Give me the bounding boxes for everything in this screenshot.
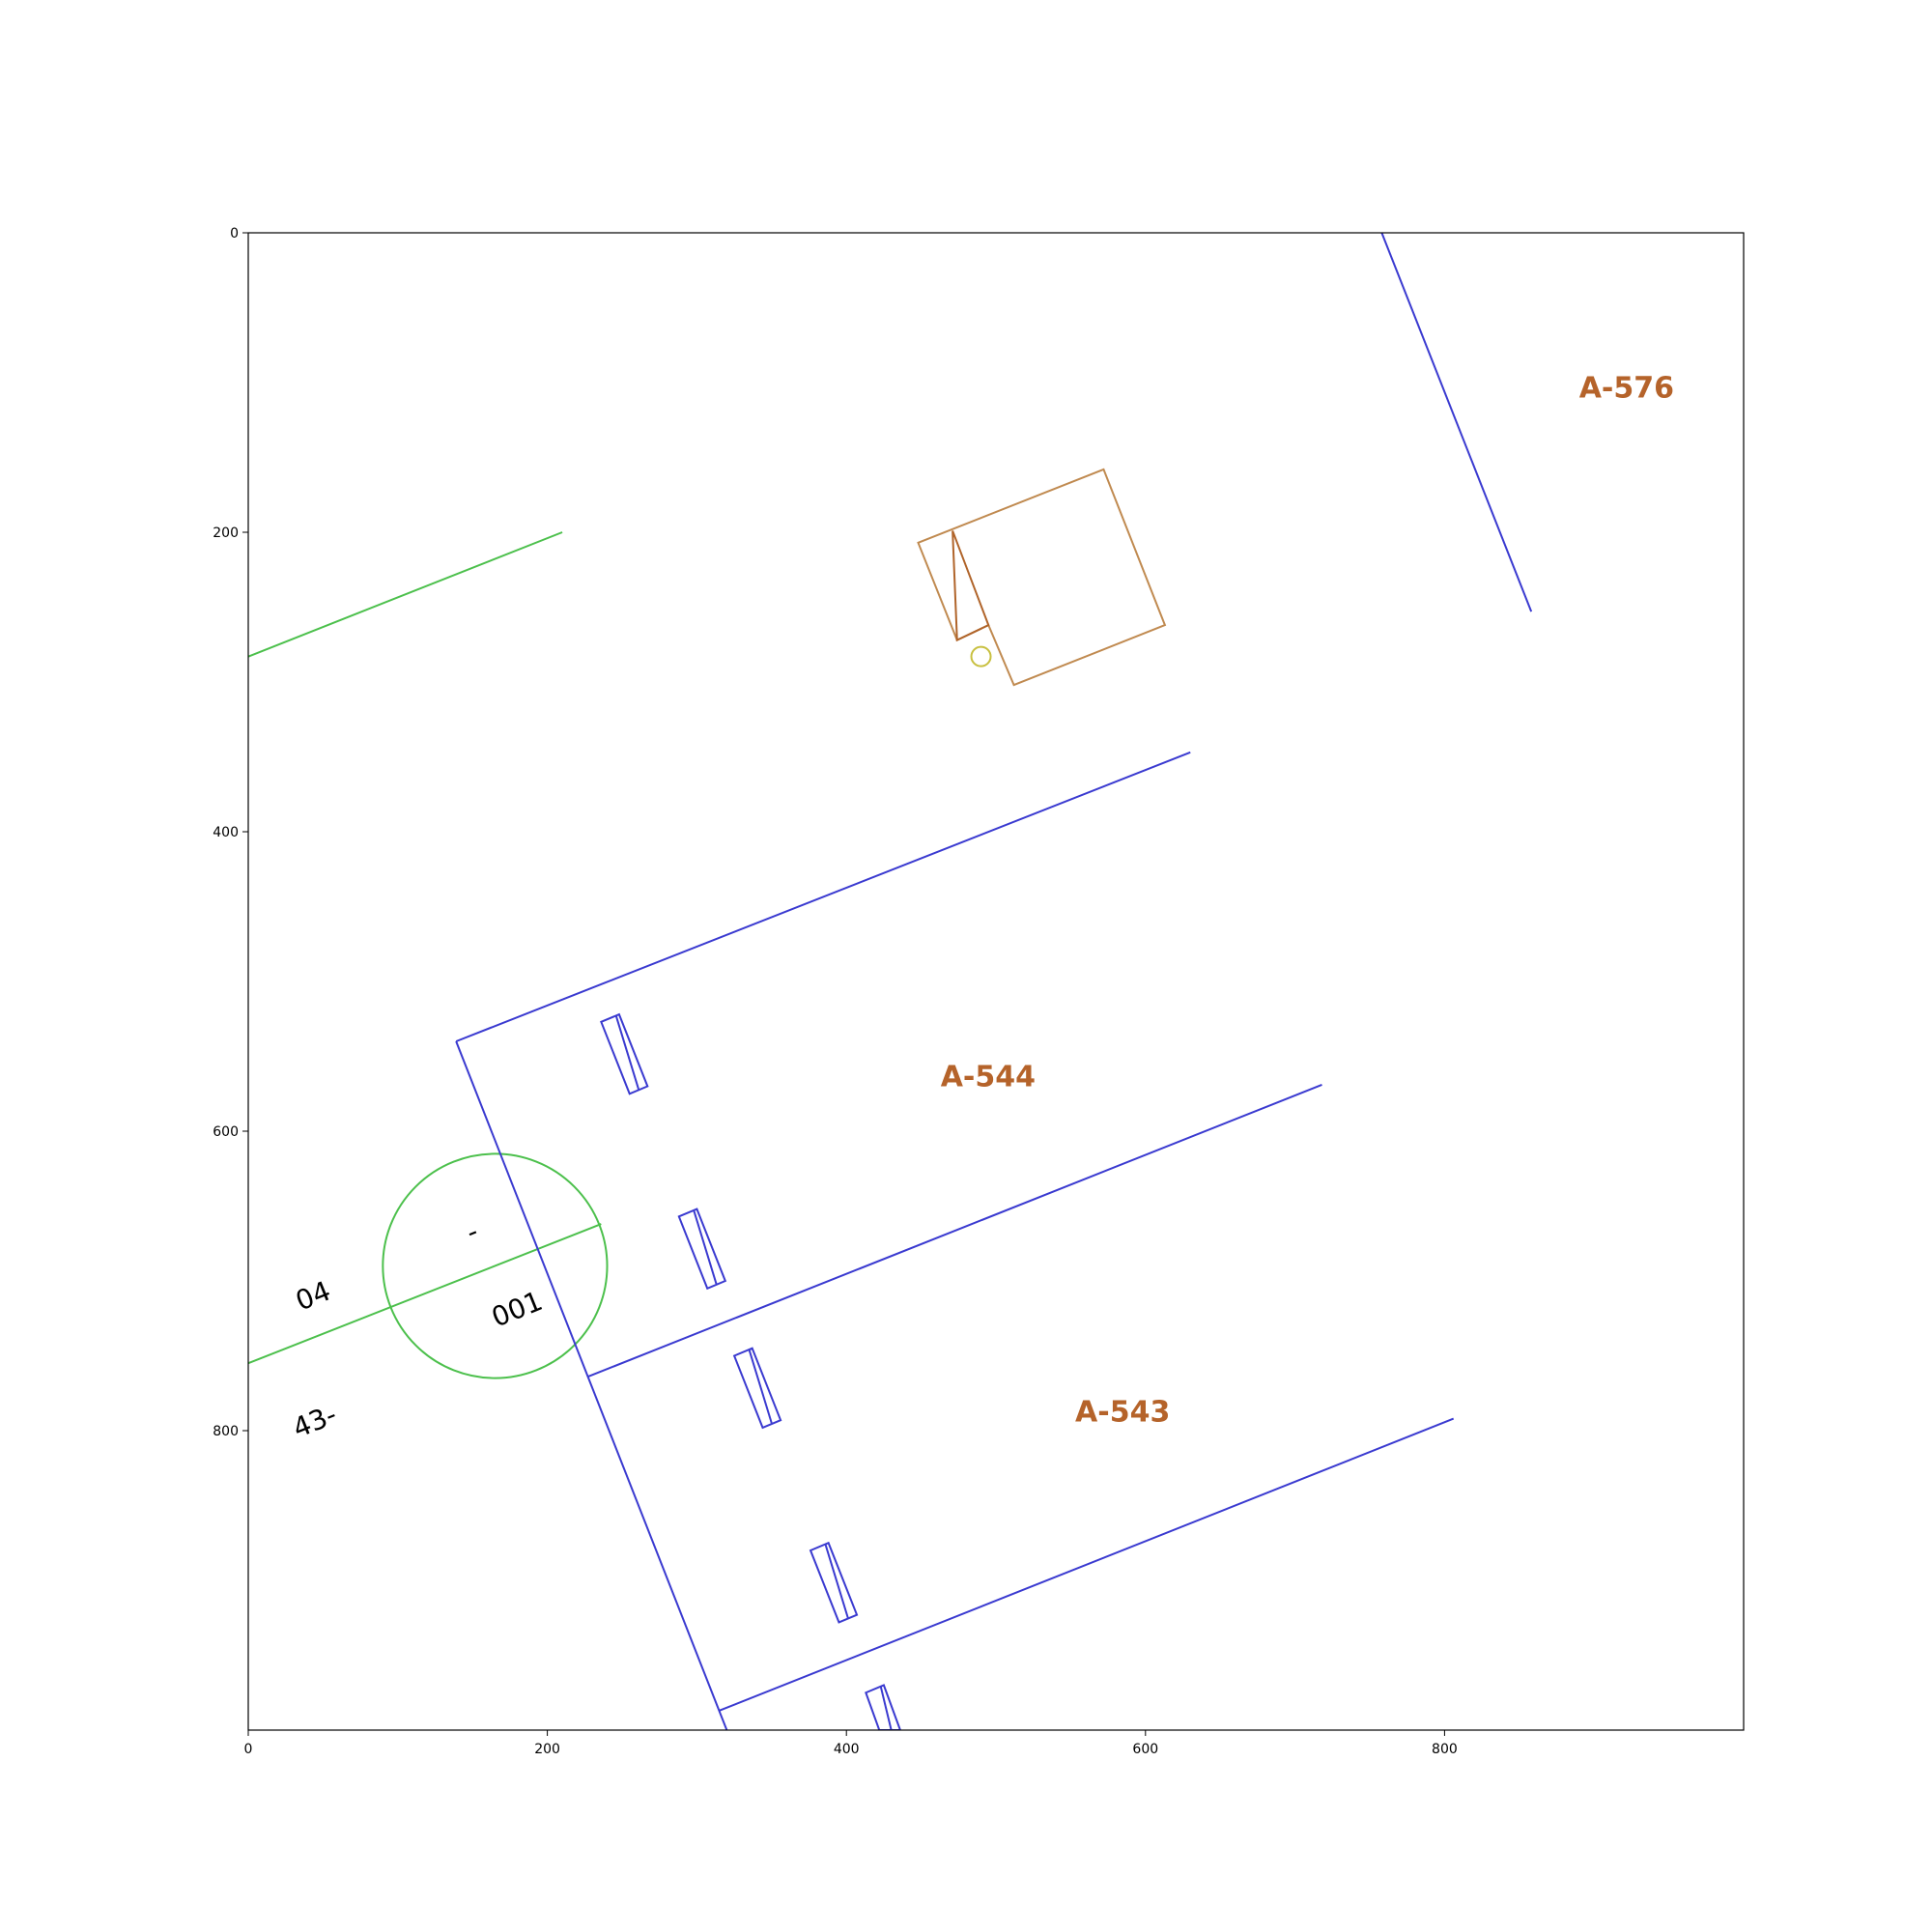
y-tick-label-1: 200 — [213, 526, 239, 541]
lot-boundary-4 — [587, 1084, 1322, 1378]
lot-boundary-5 — [719, 1417, 1455, 1712]
lot-marker-rect-1 — [600, 1012, 649, 1095]
lot-label-3: A-543 — [1075, 1396, 1170, 1430]
road-line-1 — [248, 531, 563, 658]
lot-boundary-1 — [1380, 233, 1533, 612]
lot-marker-divider-2 — [693, 1209, 718, 1285]
y-tick-label-4: 800 — [213, 1424, 239, 1439]
lot-marker-rect-5 — [865, 1684, 901, 1730]
x-tick-label-3: 600 — [1132, 1742, 1158, 1757]
road-circle — [382, 1152, 609, 1379]
x-tick-label-4: 800 — [1432, 1742, 1458, 1757]
lot-marker-divider-3 — [748, 1350, 773, 1424]
x-tick-label-0: 0 — [244, 1742, 253, 1757]
axis-ticks: 0 200 400 600 800 0 200 400 600 800 — [213, 226, 1458, 1757]
road-line-2 — [248, 1223, 602, 1365]
x-tick-label-2: 400 — [834, 1742, 860, 1757]
lot-boundary-3 — [455, 1040, 728, 1730]
y-tick-label-2: 400 — [213, 825, 239, 840]
lot-boundary-2 — [455, 751, 1191, 1042]
lot-marker-rect-2 — [677, 1208, 727, 1291]
point-marker — [970, 645, 992, 668]
y-tick-label-3: 600 — [213, 1124, 239, 1140]
lot-label-2: A-544 — [941, 1061, 1036, 1094]
lot-marker-rect-4 — [809, 1541, 859, 1624]
lot-marker-divider-1 — [614, 1015, 639, 1090]
lot-marker-rect-3 — [732, 1347, 782, 1430]
lot-marker-divider-5 — [879, 1686, 893, 1730]
lot-label-1: A-576 — [1579, 372, 1674, 406]
x-tick-label-1: 200 — [534, 1742, 560, 1757]
y-tick-label-0: 0 — [230, 226, 239, 242]
axes-frame — [247, 232, 1745, 1731]
building-inner-triangle — [952, 530, 990, 642]
lot-marker-divider-4 — [824, 1544, 849, 1619]
